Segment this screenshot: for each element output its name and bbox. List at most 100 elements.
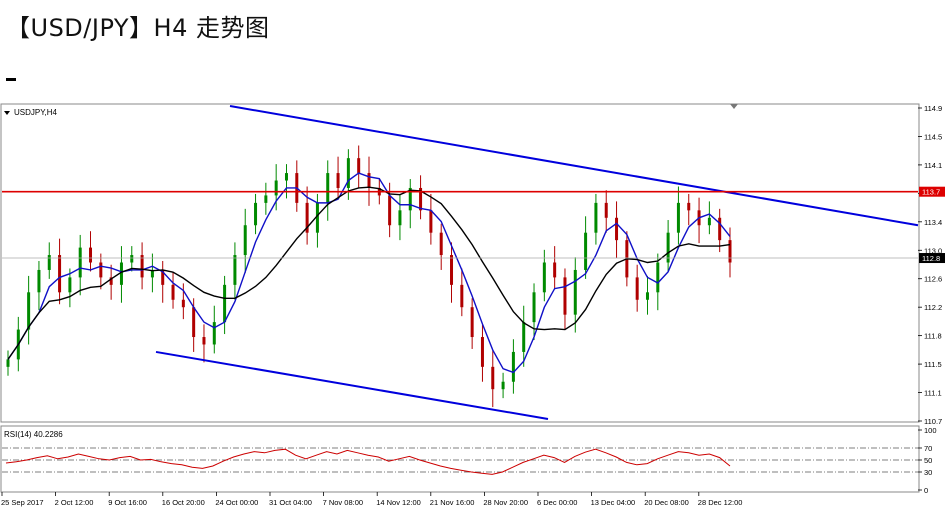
price-tick-label: 111.1 — [924, 389, 942, 398]
candle-body — [140, 255, 144, 278]
candle-body — [480, 337, 484, 367]
candle-body — [192, 307, 196, 338]
moving-averages — [7, 172, 731, 374]
candle-body — [419, 187, 423, 211]
rsi-tick-label: 0 — [924, 486, 928, 495]
candle-body — [357, 158, 361, 174]
candle-body — [398, 210, 402, 226]
candle-body — [264, 195, 268, 203]
price-tick-label: 113.0 — [924, 246, 942, 255]
price-tick-label: 111.5 — [924, 360, 942, 369]
candle-body — [573, 269, 577, 315]
candle-body — [326, 173, 330, 203]
candles — [6, 145, 732, 408]
title-dash — [6, 78, 16, 81]
candle-body — [212, 322, 216, 345]
candle-body — [119, 262, 123, 285]
candle-body — [254, 202, 258, 226]
candle-body — [635, 277, 639, 300]
channel-upper-line — [229, 105, 919, 227]
candle-body — [511, 351, 515, 382]
price-tick-label: 110.7 — [924, 417, 942, 426]
candle-body — [171, 284, 175, 300]
candle-body — [584, 232, 588, 270]
time-tick-label: 28 Nov 20:00 — [483, 498, 528, 507]
candle-body — [522, 322, 526, 352]
candle-body — [305, 202, 309, 233]
time-tick-label: 13 Dec 04:00 — [591, 498, 636, 507]
price-chart: 114.9 114.5 114.1 113.7 113.4 113.0 112.6 112.2… — [0, 103, 945, 507]
candle-body — [676, 202, 680, 233]
candle-body — [161, 269, 165, 285]
candle-body — [284, 173, 288, 181]
candle-body — [439, 232, 443, 256]
candle-body — [408, 187, 412, 211]
shift-marker-icon[interactable] — [730, 104, 738, 109]
candle-body — [666, 232, 670, 263]
symbol-menu-icon[interactable] — [4, 111, 10, 115]
time-tick-label: 6 Dec 00:00 — [537, 498, 577, 507]
price-tags: 113.7 112.8 — [919, 186, 945, 264]
time-axis: 25 Sep 2017 2 Oct 12:00 9 Oct 16:00 16 Oct … — [1, 492, 742, 507]
time-tick-label: 14 Nov 12:00 — [376, 498, 421, 507]
price-tick-label: 114.1 — [924, 161, 942, 170]
candle-body — [58, 255, 62, 293]
rsi-series-line — [5, 448, 731, 475]
candle-body — [553, 262, 557, 278]
symbol-label: USDJPY,H4 — [14, 108, 58, 117]
candle-body — [594, 202, 598, 233]
trend-lines — [2, 105, 919, 420]
rsi-tick-label: 50 — [924, 456, 932, 465]
rsi-axis: 100 70 50 30 0 — [918, 426, 937, 495]
candle-body — [718, 217, 722, 241]
price-axis: 114.9 114.5 114.1 113.7 113.4 113.0 112.6 112.2… — [918, 104, 942, 426]
candle-body — [130, 255, 134, 263]
time-tick-label: 31 Oct 04:00 — [269, 498, 312, 507]
time-tick-label: 20 Dec 08:00 — [644, 498, 689, 507]
time-tick-label: 24 Oct 00:00 — [215, 498, 258, 507]
candle-body — [89, 247, 93, 263]
candle-body — [150, 269, 154, 278]
candle-body — [707, 217, 711, 226]
candle-body — [615, 217, 619, 241]
candle-body — [336, 173, 340, 188]
candle-body — [645, 292, 649, 300]
candle-body — [728, 240, 732, 263]
candle-body — [501, 381, 505, 390]
candle-body — [460, 284, 464, 308]
candle-body — [37, 269, 41, 293]
channel-lower-line — [155, 350, 549, 420]
candle-body — [367, 173, 371, 188]
page-title: 【USD/JPY】H4 走势图 — [6, 14, 270, 42]
candle-body — [450, 255, 454, 285]
main-panel — [0, 103, 920, 423]
time-tick-label: 7 Nov 08:00 — [323, 498, 363, 507]
time-tick-label: 16 Oct 20:00 — [162, 498, 205, 507]
chart-area: 114.9 114.5 114.1 113.7 113.4 113.0 112.6 112.2… — [0, 103, 945, 508]
candle-body — [6, 359, 10, 367]
rsi-tick-label: 70 — [924, 444, 932, 453]
price-tick-label: 111.8 — [924, 332, 942, 341]
candle-body — [109, 277, 113, 285]
price-tick-label: 114.9 — [924, 104, 942, 113]
candle-body — [491, 366, 495, 390]
candle-body — [27, 292, 31, 330]
price-tick-label: 112.6 — [924, 275, 942, 284]
rsi-tick-label: 30 — [924, 468, 932, 477]
current-price-tag-label: 112.8 — [922, 254, 940, 263]
price-tick-label: 112.2 — [924, 303, 942, 312]
resistance-price-tag-label: 113.7 — [922, 188, 940, 197]
candle-body — [542, 262, 546, 293]
time-tick-label: 2 Oct 12:00 — [55, 498, 94, 507]
candle-body — [563, 277, 567, 315]
candle-body — [202, 337, 206, 345]
price-tick-label: 113.4 — [924, 218, 942, 227]
candle-body — [99, 262, 103, 278]
rsi-panel — [0, 425, 920, 493]
fast-ma-line — [7, 172, 731, 374]
candle-body — [274, 180, 278, 196]
candle-body — [656, 262, 660, 293]
resistance-price-tag — [919, 186, 945, 197]
candle-body — [181, 299, 185, 308]
time-tick-label: 21 Nov 16:00 — [430, 498, 475, 507]
